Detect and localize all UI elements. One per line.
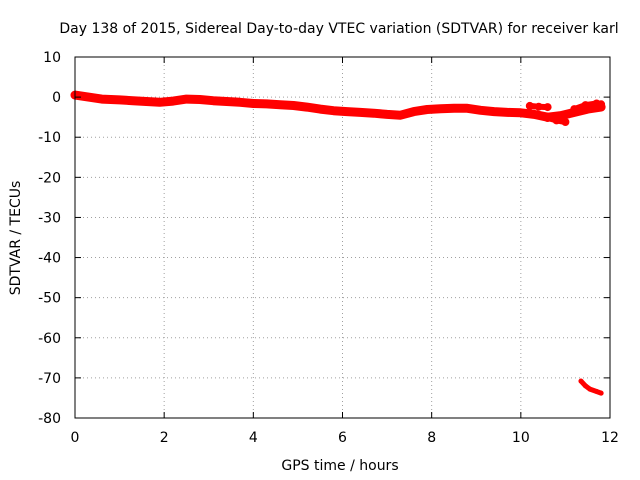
data-point [578, 378, 584, 384]
x-axis-label: GPS time / hours [281, 458, 398, 474]
plot-area [70, 90, 606, 396]
data-point [587, 386, 593, 392]
y-tick-label: -50 [38, 291, 61, 307]
y-tick-label: 10 [43, 50, 61, 66]
y-tick-label: 0 [52, 90, 61, 106]
x-axis-tick-labels: 0 2 4 6 8 10 12 [71, 430, 619, 446]
data-point [343, 107, 351, 116]
x-tick-label: 12 [601, 430, 619, 446]
data-point [581, 101, 590, 110]
y-axis-label: SDTVAR / TECUs [8, 181, 24, 296]
data-point [409, 107, 418, 116]
data-point [543, 114, 552, 122]
data-point [356, 108, 365, 117]
y-tick-label: -40 [38, 251, 61, 267]
x-tick-label: 4 [249, 430, 258, 446]
data-point [276, 100, 285, 109]
data-point [450, 104, 458, 113]
data-point [503, 108, 512, 117]
data-point [594, 389, 600, 394]
data-point [516, 108, 525, 117]
data-point [396, 111, 405, 120]
chart-title: Day 138 of 2015, Sidereal Day-to-day VTE… [59, 21, 618, 37]
data-point [476, 106, 485, 115]
data-point [142, 97, 151, 106]
data-point [329, 106, 338, 115]
data-point [316, 105, 325, 114]
data-point [583, 383, 588, 389]
data-point [84, 93, 93, 102]
x-tick-label: 2 [160, 430, 169, 446]
x-tick-label: 10 [512, 430, 530, 446]
x-tick-label: 0 [71, 430, 80, 446]
data-point [97, 95, 106, 104]
axis-ticks [74, 56, 611, 419]
y-axis-tick-labels: 10 0 -10 -20 -30 -40 -50 -60 -70 -80 [38, 50, 61, 427]
data-point [436, 104, 445, 113]
data-point [182, 95, 191, 104]
data-point [262, 99, 271, 108]
data-point [115, 95, 124, 104]
y-tick-label: -20 [38, 170, 61, 186]
data-point [598, 390, 604, 396]
data-point [525, 101, 534, 110]
data-point [570, 105, 579, 114]
y-tick-label: -80 [38, 411, 61, 427]
data-point [289, 101, 298, 110]
data-point [597, 100, 606, 109]
y-tick-label: -70 [38, 371, 61, 387]
data-point [552, 116, 561, 125]
data-point [543, 103, 552, 112]
data-point [534, 102, 543, 111]
y-tick-label: -10 [38, 130, 61, 146]
x-tick-label: 6 [338, 430, 347, 446]
data-point [129, 96, 137, 105]
data-point [249, 99, 258, 108]
y-tick-label: -60 [38, 331, 61, 347]
data-point [383, 110, 392, 119]
data-point [195, 95, 204, 104]
x-tick-label: 8 [427, 430, 436, 446]
data-point [530, 110, 539, 119]
data-point [209, 96, 218, 105]
data-point [222, 97, 231, 106]
data-point [423, 105, 432, 114]
data-point [561, 118, 570, 126]
series-line-main [70, 90, 606, 122]
data-point [169, 97, 178, 106]
data-point [236, 98, 244, 107]
data-point [490, 107, 499, 116]
data-point [302, 103, 311, 112]
y-tick-label: -30 [38, 210, 61, 226]
data-point [369, 109, 378, 118]
data-point [463, 104, 472, 113]
data-point [155, 98, 164, 107]
